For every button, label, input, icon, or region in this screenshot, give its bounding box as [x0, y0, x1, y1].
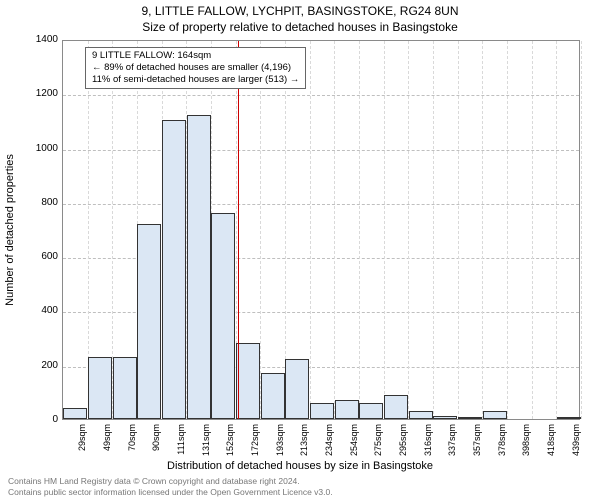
- reference-line: [238, 41, 239, 419]
- x-tick-label: 90sqm: [151, 424, 161, 451]
- histogram-bar: [236, 343, 260, 419]
- x-tick-label: 316sqm: [423, 424, 433, 456]
- histogram-bar: [409, 411, 433, 419]
- histogram-bar: [137, 224, 161, 419]
- histogram-bar: [261, 373, 285, 419]
- histogram-bar: [211, 213, 235, 419]
- histogram-bar: [384, 395, 408, 419]
- x-tick-label: 29sqm: [77, 424, 87, 451]
- gridline-v: [482, 41, 483, 419]
- gridline-v: [359, 41, 360, 419]
- x-tick-label: 418sqm: [546, 424, 556, 456]
- x-axis-label: Distribution of detached houses by size …: [0, 460, 600, 472]
- y-tick-label: 1400: [8, 35, 58, 45]
- y-tick-label: 600: [8, 252, 58, 262]
- footer-copyright-2: Contains public sector information licen…: [8, 487, 333, 497]
- x-tick-label: 172sqm: [250, 424, 260, 456]
- chart-title-description: Size of property relative to detached ho…: [0, 20, 600, 34]
- annotation-line2: ← 89% of detached houses are smaller (4,…: [92, 62, 299, 74]
- histogram-bar: [335, 400, 359, 419]
- annotation-line3: 11% of semi-detached houses are larger (…: [92, 74, 299, 86]
- x-tick-label: 357sqm: [472, 424, 482, 456]
- x-tick-label: 337sqm: [447, 424, 457, 456]
- gridline-v: [384, 41, 385, 419]
- histogram-bar: [310, 403, 334, 419]
- x-tick-label: 378sqm: [497, 424, 507, 456]
- histogram-bar: [483, 411, 507, 419]
- histogram-bar: [88, 357, 112, 419]
- gridline-v: [334, 41, 335, 419]
- x-tick-label: 131sqm: [201, 424, 211, 456]
- gridline-v: [507, 41, 508, 419]
- x-tick-label: 254sqm: [349, 424, 359, 456]
- chart-plot-area: 9 LITTLE FALLOW: 164sqm← 89% of detached…: [62, 40, 580, 420]
- chart-title-address: 9, LITTLE FALLOW, LYCHPIT, BASINGSTOKE, …: [0, 4, 600, 18]
- gridline-v: [581, 41, 582, 419]
- y-tick-label: 0: [8, 415, 58, 425]
- histogram-bar: [557, 417, 581, 419]
- histogram-bar: [433, 416, 457, 419]
- x-tick-label: 275sqm: [373, 424, 383, 456]
- gridline-h: [63, 95, 579, 96]
- histogram-bar: [162, 120, 186, 419]
- x-tick-label: 193sqm: [275, 424, 285, 456]
- y-tick-label: 1200: [8, 89, 58, 99]
- x-tick-label: 234sqm: [324, 424, 334, 456]
- gridline-v: [310, 41, 311, 419]
- y-axis-label: Number of detached properties: [4, 154, 16, 306]
- histogram-bar: [285, 359, 309, 419]
- histogram-bar: [63, 408, 87, 419]
- annotation-line1: 9 LITTLE FALLOW: 164sqm: [92, 50, 299, 62]
- x-tick-label: 295sqm: [398, 424, 408, 456]
- x-tick-label: 152sqm: [225, 424, 235, 456]
- y-tick-label: 1000: [8, 144, 58, 154]
- x-tick-label: 49sqm: [102, 424, 112, 451]
- gridline-v: [556, 41, 557, 419]
- gridline-v: [458, 41, 459, 419]
- x-tick-label: 213sqm: [299, 424, 309, 456]
- y-tick-label: 400: [8, 306, 58, 316]
- gridline-h: [63, 150, 579, 151]
- histogram-bar: [458, 417, 482, 419]
- gridline-h: [63, 204, 579, 205]
- gridline-v: [532, 41, 533, 419]
- histogram-bar: [187, 115, 211, 419]
- annotation-box: 9 LITTLE FALLOW: 164sqm← 89% of detached…: [85, 47, 306, 89]
- x-tick-label: 70sqm: [127, 424, 137, 451]
- y-tick-label: 200: [8, 361, 58, 371]
- footer-copyright-1: Contains HM Land Registry data © Crown c…: [8, 476, 300, 486]
- histogram-bar: [359, 403, 383, 419]
- gridline-v: [260, 41, 261, 419]
- x-tick-label: 398sqm: [521, 424, 531, 456]
- histogram-bar: [113, 357, 137, 419]
- y-tick-label: 800: [8, 198, 58, 208]
- gridline-v: [408, 41, 409, 419]
- x-tick-label: 439sqm: [571, 424, 581, 456]
- gridline-v: [433, 41, 434, 419]
- x-tick-label: 111sqm: [176, 424, 186, 455]
